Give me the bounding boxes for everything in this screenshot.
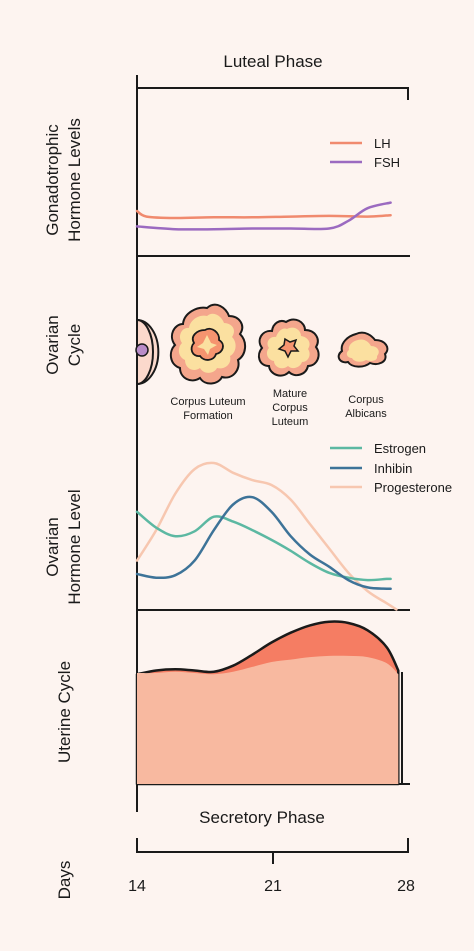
header-bracket bbox=[136, 75, 409, 100]
ovarian-hormone-label: Ovarian Hormone Level bbox=[43, 489, 84, 604]
corpus-luteum-formation-icon bbox=[169, 303, 246, 385]
legend-label-progesterone: Progesterone bbox=[374, 480, 452, 495]
stage-2-line-1: Albicans bbox=[345, 408, 387, 420]
days-label-text: Days bbox=[55, 861, 74, 900]
footer-title: Secretory Phase bbox=[199, 808, 325, 827]
gonadotrophic-label-line1: Gonadotrophic bbox=[43, 124, 62, 236]
corpus-albicans-icon bbox=[337, 331, 389, 368]
stage-label-mature-corpus-luteum: Mature Corpus Luteum bbox=[272, 388, 309, 428]
estrogen-line bbox=[135, 510, 392, 582]
uterine-chart bbox=[135, 620, 403, 786]
ovarian-hormone-label-line1: Ovarian bbox=[43, 517, 62, 577]
ovarian-cycle-illustration: Corpus Luteum Formation Mature Corpus Lu… bbox=[135, 303, 389, 428]
gonadotrophic-label: Gonadotrophic Hormone Levels bbox=[43, 118, 84, 242]
stage-1-line-2: Luteum bbox=[272, 416, 309, 428]
legend-label-inhibin: Inhibin bbox=[374, 461, 412, 476]
footer-bracket bbox=[136, 838, 409, 853]
day-label-28: 28 bbox=[397, 878, 415, 895]
ovarian-cycle-label: Ovarian Cycle bbox=[43, 315, 84, 375]
mature-corpus-luteum-icon bbox=[257, 318, 320, 377]
legend-label-fsh: FSH bbox=[374, 155, 400, 170]
ovarian-hormone-label-line2: Hormone Level bbox=[65, 489, 84, 604]
header-title: Luteal Phase bbox=[223, 52, 322, 71]
ovarian-cycle-label-line1: Ovarian bbox=[43, 315, 62, 375]
legend-label-lh: LH bbox=[374, 136, 391, 151]
endometrium-base-area bbox=[137, 655, 399, 784]
day-label-14: 14 bbox=[128, 878, 146, 895]
gonadotrophic-label-line2: Hormone Levels bbox=[65, 118, 84, 242]
days-label: Days bbox=[55, 861, 74, 900]
uterine-label-text: Uterine Cycle bbox=[55, 661, 74, 763]
fsh-line bbox=[135, 201, 392, 231]
inhibin-line bbox=[135, 495, 392, 591]
stage-2-line-0: Corpus bbox=[348, 394, 384, 406]
stage-0-line-0: Corpus Luteum bbox=[170, 396, 245, 408]
day-label-21: 21 bbox=[264, 878, 282, 895]
ovarian-hormone-chart bbox=[135, 461, 398, 611]
stage-1-line-0: Mature bbox=[273, 388, 307, 400]
ovulated-follicle-icon bbox=[135, 318, 160, 386]
stage-1-line-1: Corpus bbox=[272, 402, 308, 414]
stage-0-line-1: Formation bbox=[183, 410, 233, 422]
stage-label-corpus-luteum-formation: Corpus Luteum Formation bbox=[170, 396, 245, 422]
stage-label-corpus-albicans: Corpus Albicans bbox=[345, 394, 387, 420]
legend-label-estrogen: Estrogen bbox=[374, 441, 426, 456]
lh-line bbox=[135, 209, 392, 220]
uterine-label: Uterine Cycle bbox=[55, 661, 74, 763]
ovarian-cycle-label-line2: Cycle bbox=[65, 324, 84, 367]
gonadotrophic-chart bbox=[135, 201, 392, 231]
